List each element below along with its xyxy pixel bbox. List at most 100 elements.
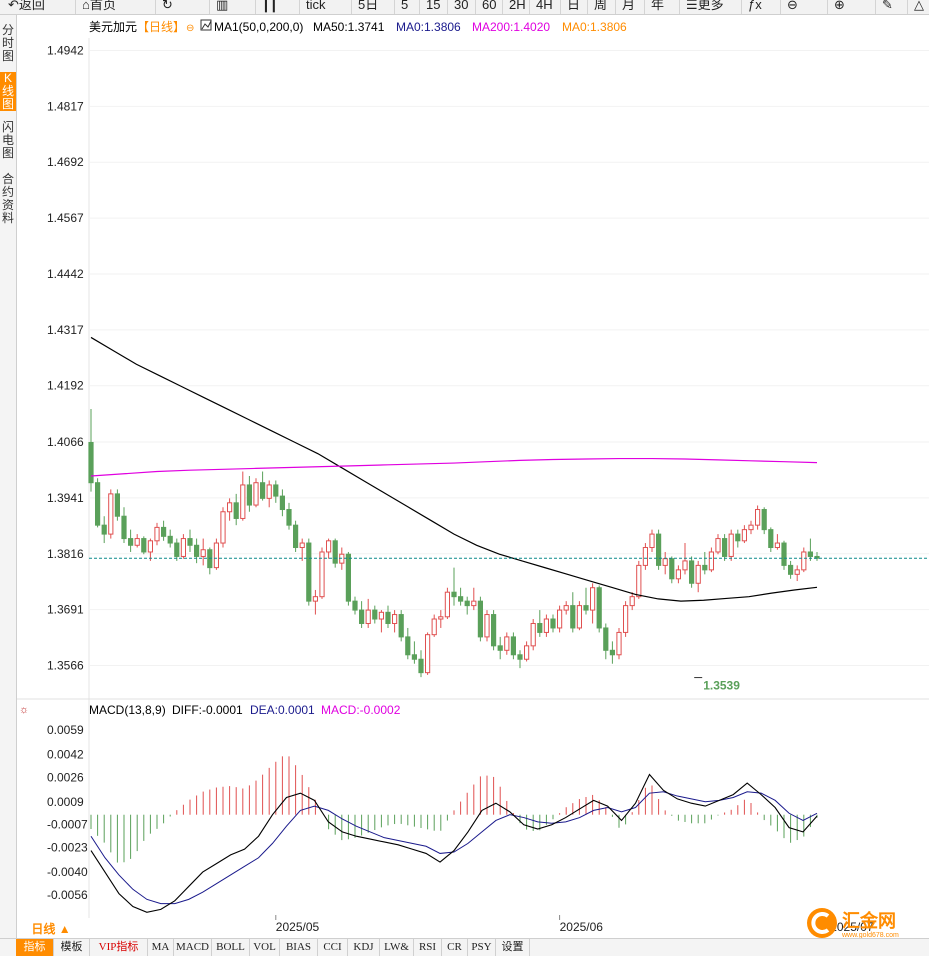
toolbar-item-pencil-icon[interactable]: ✎ [882, 0, 893, 14]
candle-body [583, 605, 589, 611]
candle-body [774, 542, 780, 549]
toolbar-item-label: 返回 [18, 0, 45, 12]
toolbar-item-zoom-in-icon[interactable]: ⊕ [834, 0, 845, 14]
toolbar-item-tick[interactable]: tick [306, 0, 326, 14]
macd-tick-label: 0.0042 [47, 747, 84, 761]
price-tick-label: 1.4066 [47, 435, 84, 449]
toolbar-item-更多[interactable]: ☰更多 [686, 0, 724, 14]
indicator-tab-VIP指标[interactable]: VIP指标 [90, 939, 148, 956]
toolbar-separator [560, 0, 561, 14]
candle-body [497, 645, 503, 651]
indicator-tab-MACD[interactable]: MACD [174, 939, 212, 956]
candle-body [590, 587, 596, 611]
candle-body [491, 614, 497, 647]
toolbar-item-candlestick-icon[interactable]: ┃┃ [262, 0, 278, 14]
toolbar-item-4H[interactable]: 4H [536, 0, 553, 14]
indicator-settings-icon[interactable] [200, 19, 212, 31]
candle-body [794, 569, 800, 575]
toolbar-separator [447, 0, 448, 14]
toolbar-item-bar-chart-icon[interactable]: ▥ [216, 0, 228, 14]
toolbar-item-function-fx-icon[interactable]: ƒx [748, 0, 762, 14]
indicator-tab-指标[interactable]: 指标 [16, 939, 54, 956]
indicator-tab-VOL[interactable]: VOL [250, 939, 280, 956]
candle-body [662, 558, 668, 566]
toolbar-item-月[interactable]: 月 [622, 0, 635, 14]
candle-body [345, 553, 351, 602]
candle-body [464, 600, 470, 607]
price-tick-label: 1.3941 [47, 491, 84, 505]
toolbar-separator [529, 0, 530, 14]
indicator-tab-设置[interactable]: 设置 [496, 939, 530, 956]
candle-body [781, 542, 787, 566]
toolbar-item-5日[interactable]: 5日 [358, 0, 378, 14]
toolbar-separator [75, 0, 76, 14]
logo-text: 汇金网 [842, 910, 896, 931]
x-tick-label: 2025/06 [560, 920, 604, 934]
chart-area[interactable]: 1.4942 1.4817 1.4692 1.4567 1.4442 1.4317 1.41… [17, 15, 929, 937]
indicator-tab-RSI[interactable]: RSI [414, 939, 442, 956]
indicator-tab-MA[interactable]: MA [148, 939, 174, 956]
left-tab-0[interactable]: 分时图 [1, 23, 14, 63]
candle-body [451, 591, 457, 598]
indicator-tab-CCI[interactable]: CCI [318, 939, 348, 956]
toolbar: ↶返回 ⌂首页 ↻ ▥ ┃┃ tick 5日 5 15 30 60 2H 4H 日 周 月 年 ☰更多 ƒx ⊖ ⊕ ✎ △ [0, 0, 929, 15]
period-selector-button[interactable]: 日线 ▲ [31, 922, 71, 936]
candle-body [200, 549, 206, 557]
zoom-in-icon: ⊕ [834, 0, 845, 12]
toolbar-item-5[interactable]: 5 [401, 0, 408, 14]
toolbar-item-triangle-icon[interactable]: △ [914, 0, 924, 14]
toolbar-item-首页[interactable]: ⌂首页 [82, 0, 116, 14]
toolbar-separator [209, 0, 210, 14]
candle-body [411, 654, 417, 660]
indicator-tab-BIAS[interactable]: BIAS [280, 939, 318, 956]
indicator-tab-模板[interactable]: 模板 [54, 939, 90, 956]
toolbar-item-年[interactable]: 年 [651, 0, 664, 14]
price-tick-label: 1.4692 [47, 155, 84, 169]
price-tick-label: 1.4942 [47, 44, 84, 58]
menu-icon: ☰ [686, 0, 698, 12]
toolbar-item-15[interactable]: 15 [426, 0, 440, 14]
toolbar-item-30[interactable]: 30 [454, 0, 468, 14]
candle-body [444, 591, 450, 618]
indicator-tab-CR[interactable]: CR [442, 939, 468, 956]
toolbar-item-返回[interactable]: ↶返回 [8, 0, 45, 14]
indicator-tab-PSY[interactable]: PSY [468, 939, 496, 956]
candle-body [755, 509, 761, 526]
toolbar-item-label: 月 [622, 0, 636, 12]
gold678-logo: 汇金网 www.gold678.com [807, 908, 899, 939]
toolbar-separator [394, 0, 395, 14]
toolbar-item-周[interactable]: 周 [594, 0, 607, 14]
left-tab-2[interactable]: 闪电图 [1, 120, 14, 160]
candle-body [154, 526, 160, 542]
candle-body [609, 649, 615, 656]
x-tick-label: 2025/05 [276, 920, 320, 934]
back-arrow-icon: ↶ [8, 0, 19, 12]
toolbar-item-日[interactable]: 日 [567, 0, 580, 14]
candle-body [517, 654, 523, 660]
indicator-tab-LW&[interactable]: LW& [380, 939, 414, 956]
period-toggle-icon[interactable]: ⊖ [186, 23, 194, 34]
toolbar-separator [299, 0, 300, 14]
toolbar-separator [741, 0, 742, 14]
macd-settings-icon[interactable]: ☼ [19, 704, 29, 716]
candle-body [398, 614, 404, 638]
toolbar-item-60[interactable]: 60 [482, 0, 496, 14]
toolbar-separator [502, 0, 503, 14]
candle-body [728, 533, 734, 557]
ma0-value-a: MA0:1.3806 [396, 20, 461, 34]
candle-body [372, 609, 378, 620]
candle-body [431, 618, 437, 636]
candle-body [616, 631, 622, 656]
candle-body [246, 484, 253, 506]
toolbar-item-label: 年 [651, 0, 665, 12]
left-tab-3[interactable]: 合约资料 [1, 172, 14, 225]
indicator-tab-BOLL[interactable]: BOLL [212, 939, 250, 956]
indicator-tab-KDJ[interactable]: KDJ [348, 939, 380, 956]
toolbar-item-2H[interactable]: 2H [509, 0, 526, 14]
toolbar-item-refresh-icon[interactable]: ↻ [162, 0, 173, 14]
candle-body [227, 502, 233, 513]
toolbar-item-zoom-out-icon[interactable]: ⊖ [787, 0, 798, 14]
candle-body [425, 634, 431, 674]
macd-tick-label: -0.0040 [47, 865, 88, 879]
